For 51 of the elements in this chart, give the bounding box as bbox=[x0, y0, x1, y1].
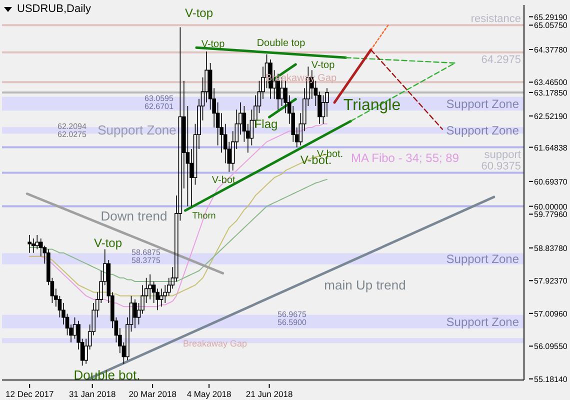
annotation: V-bot. bbox=[212, 175, 238, 186]
annotation: Down trend bbox=[100, 208, 168, 224]
ref-line-label: 64.2975 bbox=[481, 54, 521, 66]
y-tick-label: 58.83780 bbox=[534, 244, 568, 253]
y-tick-label: 63.17850 bbox=[534, 88, 568, 98]
y-tick-label: 64.37780 bbox=[534, 45, 568, 54]
annotation: Support Zone bbox=[98, 122, 176, 138]
x-tick-label: 21 Jun 2018 bbox=[246, 389, 293, 399]
band-label: Support Zone bbox=[446, 96, 520, 111]
y-tick-label: 59.77960 bbox=[534, 210, 568, 220]
annotation: 56.5900 bbox=[278, 318, 306, 327]
y-tick-label: 61.64838 bbox=[534, 143, 568, 152]
annotation: 63.0595 bbox=[144, 94, 174, 103]
x-tick-label: 31 Jan 2018 bbox=[68, 389, 116, 399]
annotation: Breakaway Gap bbox=[182, 338, 248, 348]
annotation: 58.3775 bbox=[132, 256, 160, 265]
y-tick-label: 57.92370 bbox=[534, 276, 568, 286]
annotation: V-top bbox=[311, 60, 335, 71]
chart-title: USDRUB,Daily bbox=[17, 3, 91, 15]
annotation: 58.6875 bbox=[132, 248, 160, 257]
band-label: Support Zone bbox=[446, 314, 520, 329]
x-tick-label: 20 Mar 2018 bbox=[128, 389, 177, 399]
annotation: V-top bbox=[184, 6, 214, 20]
x-tick-label: 12 Dec 2017 bbox=[6, 389, 54, 399]
annotation: MA Fibo - 34; 55; 89 bbox=[350, 151, 460, 165]
band-label: Support Zone bbox=[446, 124, 520, 138]
ref-line-label: support bbox=[484, 149, 521, 162]
y-tick-label: 62.52190 bbox=[534, 112, 568, 121]
y-tick-label: 55.18140 bbox=[534, 374, 568, 384]
y-tick-label: 57.00960 bbox=[534, 309, 568, 318]
y-tick-label: 63.46500 bbox=[534, 78, 568, 88]
annotation: Double top bbox=[256, 38, 306, 49]
annotation: 62.2094 bbox=[58, 122, 86, 131]
y-tick-label: 56.09550 bbox=[534, 342, 568, 352]
annotation: Double bot. bbox=[74, 368, 140, 382]
ref-line-label: 60.9375 bbox=[481, 160, 521, 173]
annotation: V-top bbox=[94, 236, 122, 250]
annotation: Thorn bbox=[192, 210, 216, 220]
y-tick-label: 65.29190 bbox=[534, 12, 568, 22]
annotation: 56.9675 bbox=[278, 310, 306, 319]
annotation: V-top bbox=[201, 39, 225, 50]
y-tick-label: 60.69370 bbox=[534, 177, 568, 186]
band-label: Support Zone bbox=[446, 252, 520, 266]
annotation: main Up trend bbox=[324, 278, 406, 292]
annotation: Triangle bbox=[343, 97, 401, 114]
annotation: 62.6701 bbox=[144, 102, 174, 111]
y-tick-label: 60.00000 bbox=[534, 202, 568, 212]
ref-line-label: resistance bbox=[470, 13, 521, 26]
y-tick-label: 65.05750 bbox=[534, 21, 568, 30]
annotation: 62.0275 bbox=[58, 130, 86, 139]
x-tick-label: 4 May 2018 bbox=[186, 389, 232, 399]
